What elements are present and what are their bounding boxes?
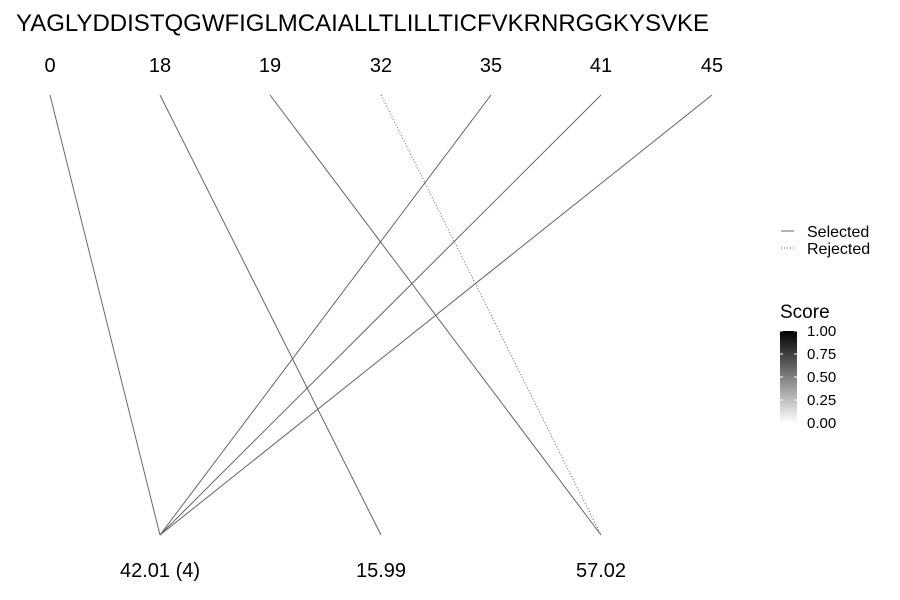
score-tick-label: 0.25	[807, 392, 836, 409]
top-position-label: 45	[701, 55, 723, 77]
score-tick-label: 0.75	[807, 346, 836, 363]
score-tick-label: 0.50	[807, 369, 836, 386]
top-position-label: 19	[259, 55, 281, 77]
bottom-node-label: 42.01 (4)	[120, 560, 200, 582]
legend-selected-label: Selected	[807, 224, 869, 241]
score-tick-label: 1.00	[807, 323, 836, 340]
score-tick-label: 0.00	[807, 415, 836, 432]
selected-connection-line	[159, 94, 713, 536]
rejected-connection-line	[380, 94, 602, 536]
top-position-label: 41	[590, 55, 612, 77]
selected-connection-line	[159, 94, 492, 536]
bottom-node-label: 57.02	[576, 560, 626, 582]
sequence-title: YAGLYDDISTQGWFIGLMCAIALLTLILLTICFVKRNRGG…	[16, 10, 709, 37]
linetype-legend: Selected Rejected	[781, 224, 870, 258]
top-position-label: 32	[370, 55, 392, 77]
selected-connection-line	[159, 94, 602, 536]
top-position-label: 0	[44, 55, 55, 77]
bottom-node-label: 15.99	[356, 560, 406, 582]
legend-rejected-label: Rejected	[807, 241, 870, 258]
connection-lines	[49, 94, 713, 536]
selected-connection-line	[159, 94, 382, 536]
score-ticks: 1.00 0.75 0.50 0.25 0.00	[780, 323, 836, 432]
top-position-labels: 0 18 19 32 35 41 45	[44, 55, 723, 77]
score-legend-title: Score	[780, 302, 830, 323]
top-position-label: 35	[480, 55, 502, 77]
score-colorbar	[780, 331, 797, 423]
selected-connection-line	[49, 94, 161, 536]
top-position-label: 18	[149, 55, 171, 77]
score-legend: Score 1.00 0.75 0.50 0.25 0.00	[780, 302, 836, 432]
bottom-node-labels: 42.01 (4) 15.99 57.02	[120, 560, 626, 582]
